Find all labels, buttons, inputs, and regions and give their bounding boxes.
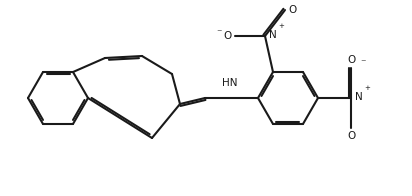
Text: N: N: [269, 30, 277, 40]
Text: +: +: [364, 85, 370, 91]
Text: O: O: [288, 5, 296, 15]
Text: O: O: [224, 31, 232, 41]
Text: ⁻: ⁻: [216, 28, 222, 38]
Text: N: N: [355, 92, 363, 102]
Text: O: O: [347, 55, 355, 65]
Text: HN: HN: [222, 78, 237, 88]
Text: ⁻: ⁻: [360, 58, 365, 68]
Text: O: O: [347, 131, 355, 141]
Text: +: +: [278, 23, 284, 29]
